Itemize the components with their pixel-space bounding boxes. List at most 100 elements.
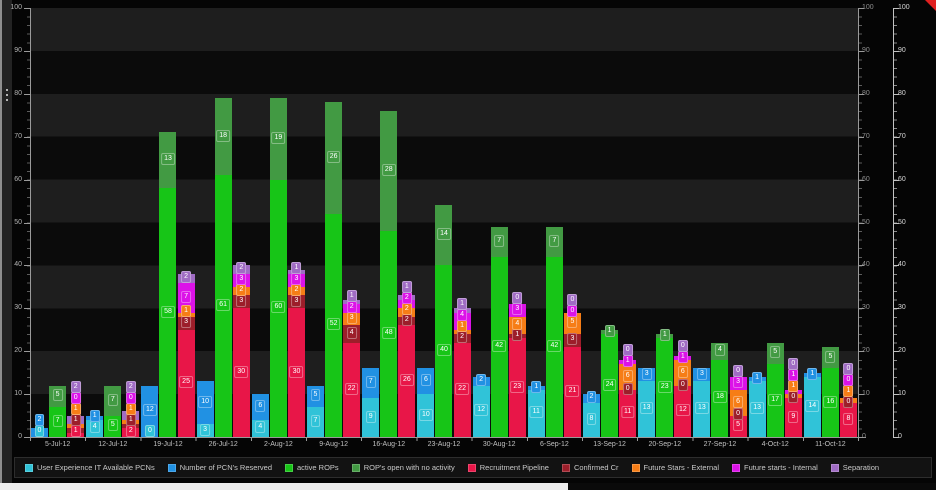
stacked-bar-rop[interactable]: 61 18 xyxy=(214,8,232,437)
stacked-bar-rop[interactable]: 40 14 xyxy=(435,8,453,437)
stacked-bar-rop[interactable]: 16 5 xyxy=(821,8,839,437)
y-tick xyxy=(858,8,864,9)
x-tick-label: 16-Aug-12 xyxy=(372,441,406,448)
bar-group: 13 3 23 1 12 0 6 1 0 xyxy=(637,8,692,437)
y-axis-left xyxy=(30,8,31,438)
stacked-bar-pcn[interactable]: 0 12 xyxy=(141,8,159,437)
y-tick xyxy=(858,136,864,138)
y-tick-label: 60 xyxy=(862,175,870,183)
legend-item-5[interactable]: Recruitment Pipeline xyxy=(467,463,549,472)
stacked-bar-rop[interactable]: 60 19 xyxy=(269,8,287,437)
stacked-bar-rec[interactable]: 12 0 6 1 0 xyxy=(674,8,692,437)
legend-item-3[interactable]: active ROPs xyxy=(285,463,339,472)
stacked-bar-pcn[interactable]: 13 1 xyxy=(748,8,766,437)
stacked-bar-pcn[interactable]: 11 1 xyxy=(527,8,545,437)
bar-value-label: 4 xyxy=(89,421,100,434)
legend-item-7[interactable]: Future Stars - External xyxy=(631,463,719,472)
x-tick-label: 6-Sep-12 xyxy=(539,441,569,448)
y-tick-label: 20 xyxy=(14,347,22,355)
bar-value-label: 2 xyxy=(401,292,412,305)
stacked-bar-rop[interactable]: 48 28 xyxy=(380,8,398,437)
stacked-bar-pcn[interactable]: 14 1 xyxy=(803,8,821,437)
stacked-bar-rec[interactable]: 22 4 3 2 1 xyxy=(343,8,361,437)
stacked-bar-rop[interactable]: 23 1 xyxy=(656,8,674,437)
bar-value-label: 13 xyxy=(750,402,764,415)
bar-group: 8 2 24 1 11 0 6 1 0 xyxy=(582,8,637,437)
stacked-bar-rop[interactable]: 17 5 xyxy=(766,8,784,437)
bar-value-label: 0 xyxy=(144,425,155,437)
legend-item-9[interactable]: Separation xyxy=(830,463,879,472)
stacked-bar-rec[interactable]: 30 3 2 3 1 xyxy=(287,8,305,437)
stacked-bar-rop[interactable]: 24 1 xyxy=(601,8,619,437)
stacked-bar-rop[interactable]: 58 13 xyxy=(159,8,177,437)
bar-value-label: 4 xyxy=(255,421,266,434)
y-tick-label: 10 xyxy=(898,390,906,398)
y-tick xyxy=(893,136,899,138)
stacked-bar-rec[interactable]: 23 1 4 3 0 xyxy=(508,8,526,437)
y-tick-label: 20 xyxy=(862,347,870,355)
x-tick-label: 5-Jul-12 xyxy=(44,441,71,448)
bar-value-label: 5 xyxy=(770,346,781,359)
stacked-bar-pcn[interactable]: 13 3 xyxy=(638,8,656,437)
x-tick-label: 27-Sep-12 xyxy=(703,441,737,448)
stacked-bar-pcn[interactable]: 10 6 xyxy=(417,8,435,437)
x-tick-label: 26-Jul-12 xyxy=(208,441,238,448)
stacked-bar-pcn[interactable]: 3 10 xyxy=(196,8,214,437)
legend-item-8[interactable]: Future starts - Internal xyxy=(732,463,818,472)
y-tick-label: 0 xyxy=(862,433,882,441)
stacked-bar-rec[interactable]: 26 2 2 2 1 xyxy=(398,8,416,437)
y-tick-label: 10 xyxy=(14,390,22,398)
y-tick xyxy=(893,50,899,52)
bar-group: 13 1 17 5 9 0 1 1 0 xyxy=(748,8,803,437)
bar-group: 0 12 58 13 25 3 1 7 2 xyxy=(140,8,195,437)
legend-swatch xyxy=(25,463,33,472)
stacked-bar-rec[interactable]: 22 2 1 4 1 xyxy=(453,8,471,437)
y-tick xyxy=(24,50,30,52)
legend-item-6[interactable]: Confirmed Cr xyxy=(561,463,619,472)
bar-value-label: 6 xyxy=(255,399,266,412)
bar-value-label: 8 xyxy=(843,412,854,425)
stacked-bar-rec[interactable]: 21 3 5 0 0 xyxy=(563,8,581,437)
legend-item-1[interactable]: User Experience IT Available PCNs xyxy=(25,463,155,472)
y-tick xyxy=(858,351,864,353)
bar-value-label: 1 xyxy=(677,350,688,363)
drag-handle-icon[interactable] xyxy=(6,86,11,102)
bar-value-label: 5 xyxy=(52,389,63,402)
stacked-bar-pcn[interactable]: 13 3 xyxy=(693,8,711,437)
x-tick-label: 2-Aug-12 xyxy=(263,441,293,448)
bar-value-label: 0 xyxy=(788,358,799,371)
stacked-bar-rop[interactable]: 52 26 xyxy=(325,8,343,437)
y-tick xyxy=(858,179,864,181)
bar-value-label: 3 xyxy=(236,272,247,285)
stacked-bar-rop[interactable]: 42 7 xyxy=(490,8,508,437)
bar-group: 9 7 48 28 26 2 2 2 1 xyxy=(361,8,416,437)
y-tick-label: 80 xyxy=(898,89,906,97)
bar-value-label: 0 xyxy=(677,339,688,352)
stacked-bar-rec[interactable]: 11 0 6 1 0 xyxy=(619,8,637,437)
y-tick-label: 40 xyxy=(14,261,22,269)
y-tick xyxy=(24,351,30,353)
stacked-bar-rec[interactable]: 25 3 1 7 2 xyxy=(177,8,195,437)
stacked-bar-rec[interactable]: 30 3 2 3 2 xyxy=(232,8,250,437)
stacked-bar-pcn[interactable]: 12 2 xyxy=(472,8,490,437)
bar-value-label: 19 xyxy=(271,131,286,144)
stacked-bar-rop[interactable]: 42 7 xyxy=(545,8,563,437)
legend-item-4[interactable]: ROP's open with no activity xyxy=(351,463,455,472)
corner-alert-icon[interactable] xyxy=(925,0,936,11)
legend-item-2[interactable]: Number of PCN's Reserved xyxy=(167,463,272,472)
stacked-bar-rop[interactable]: 18 4 xyxy=(711,8,729,437)
